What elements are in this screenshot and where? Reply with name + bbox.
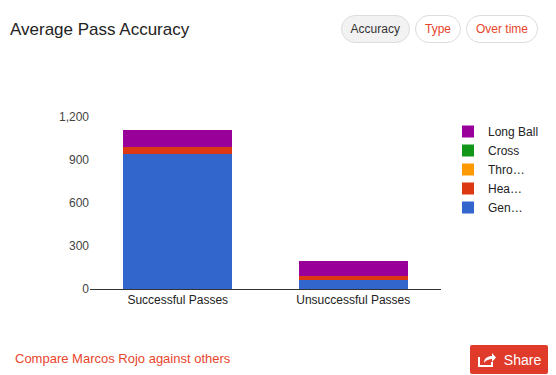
- html-text:Share: Share: [503, 351, 542, 368]
- html-text:Accuracy: Accuracy: [350, 22, 400, 36]
- html-text:Compare Marcos Rojo against ot: Compare Marcos Rojo against others: [15, 351, 231, 366]
- svg-text:300: 300: [69, 239, 89, 253]
- svg-text:Long Ball: Long Ball: [488, 125, 538, 139]
- svg-text:1,200: 1,200: [59, 110, 89, 124]
- svg-text:900: 900: [69, 153, 89, 167]
- svg-text:Gen…: Gen…: [488, 201, 523, 215]
- svg-text:0: 0: [82, 282, 89, 296]
- svg-text:Cross: Cross: [488, 144, 519, 158]
- svg-text:Hea…: Hea…: [488, 182, 522, 196]
- html-text:Over time: Over time: [476, 22, 528, 36]
- svg-text:Successful Passes: Successful Passes: [127, 293, 228, 307]
- svg-text:600: 600: [69, 196, 89, 210]
- svg-text:Unsuccessful Passes: Unsuccessful Passes: [296, 293, 410, 307]
- html-text:Type: Type: [425, 22, 451, 36]
- html-text:Average Pass Accuracy: Average Pass Accuracy: [10, 20, 190, 39]
- svg-text:Thro…: Thro…: [488, 163, 525, 177]
